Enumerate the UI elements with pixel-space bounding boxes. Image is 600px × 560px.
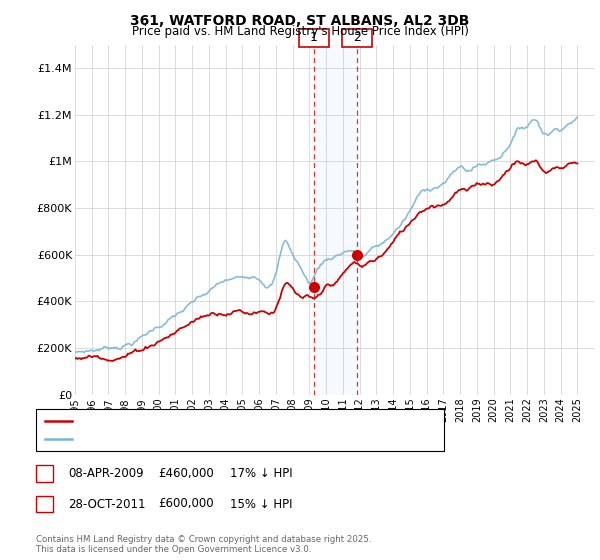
Text: 361, WATFORD ROAD, ST ALBANS, AL2 3DB: 361, WATFORD ROAD, ST ALBANS, AL2 3DB (130, 14, 470, 28)
Text: HPI: Average price, detached house, St Albans: HPI: Average price, detached house, St A… (78, 434, 320, 444)
FancyBboxPatch shape (342, 29, 372, 46)
Text: 361, WATFORD ROAD, ST ALBANS, AL2 3DB (detached house): 361, WATFORD ROAD, ST ALBANS, AL2 3DB (d… (78, 417, 400, 426)
Text: 1: 1 (310, 31, 318, 44)
Text: 2: 2 (353, 31, 361, 44)
Text: 08-APR-2009: 08-APR-2009 (68, 466, 143, 480)
Text: £460,000: £460,000 (158, 466, 214, 480)
Text: Contains HM Land Registry data © Crown copyright and database right 2025.
This d: Contains HM Land Registry data © Crown c… (36, 535, 371, 554)
FancyBboxPatch shape (299, 29, 329, 46)
Text: 28-OCT-2011: 28-OCT-2011 (68, 497, 145, 511)
Text: Price paid vs. HM Land Registry's House Price Index (HPI): Price paid vs. HM Land Registry's House … (131, 25, 469, 38)
Text: 15% ↓ HPI: 15% ↓ HPI (230, 497, 292, 511)
Text: £600,000: £600,000 (158, 497, 214, 511)
Text: 1: 1 (41, 466, 48, 480)
Text: 17% ↓ HPI: 17% ↓ HPI (230, 466, 292, 480)
Text: 2: 2 (41, 497, 48, 511)
Bar (314, 45, 357, 395)
